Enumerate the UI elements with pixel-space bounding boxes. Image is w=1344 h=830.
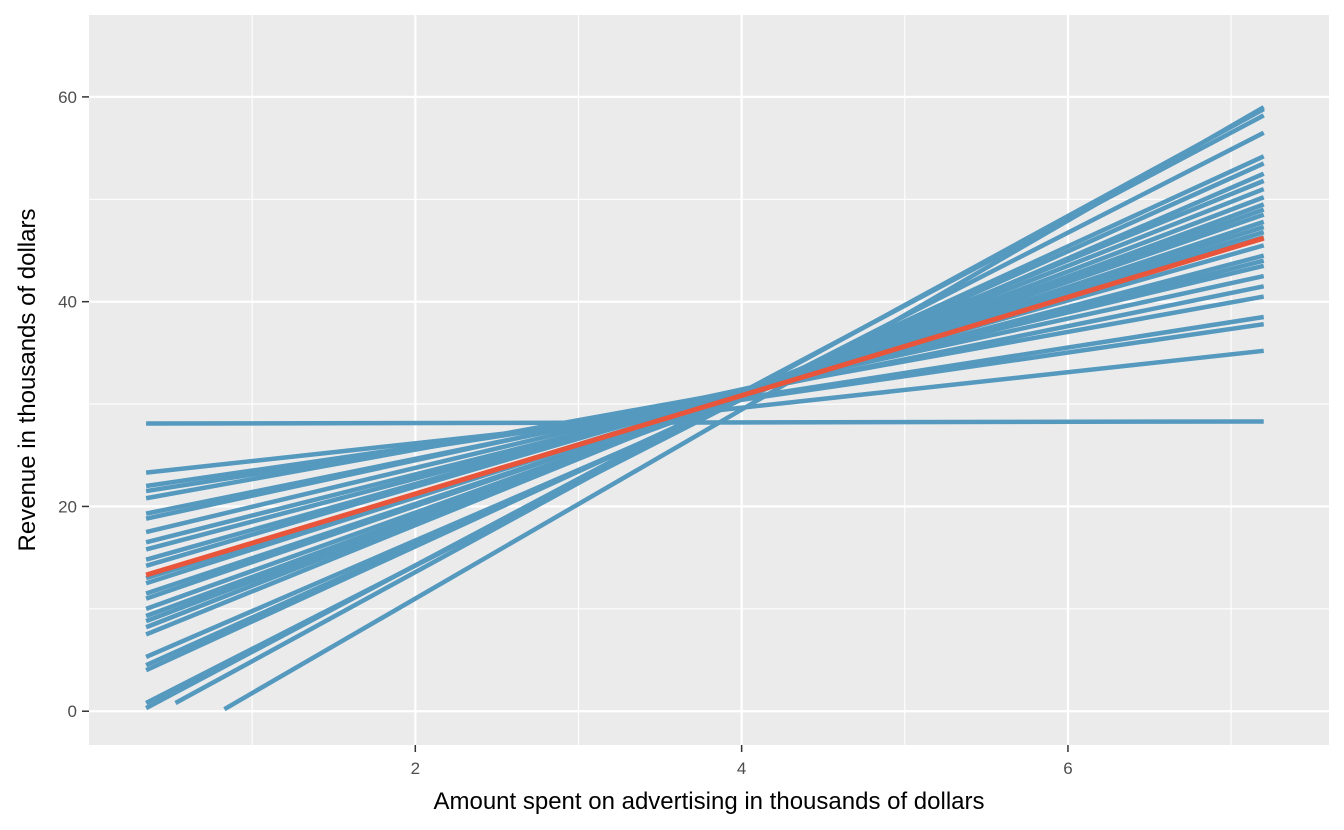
bootstrap-line	[223, 105, 1265, 712]
x-tick-label: 2	[411, 759, 420, 778]
fitted-line	[145, 235, 1265, 578]
y-axis: 0 20 40 60	[58, 88, 89, 721]
bootstrap-line	[145, 263, 1265, 535]
y-tick-label: 60	[58, 88, 77, 107]
fitted-line-group	[145, 235, 1265, 578]
x-tick-label: 6	[1063, 759, 1072, 778]
x-axis-title: Amount spent on advertising in thousands…	[433, 788, 984, 815]
y-tick-label: 40	[58, 293, 77, 312]
panel-background	[89, 15, 1329, 745]
bootstrap-line	[174, 107, 1265, 705]
y-tick-label: 20	[58, 497, 77, 516]
x-tick-label: 4	[737, 759, 746, 778]
bootstrap-line	[146, 419, 1264, 426]
y-axis-title: Revenue in thousands of dollars	[14, 209, 41, 552]
major-gridlines	[89, 15, 1329, 745]
y-tick-label: 0	[68, 702, 77, 721]
x-axis: 2 4 6	[411, 745, 1073, 778]
